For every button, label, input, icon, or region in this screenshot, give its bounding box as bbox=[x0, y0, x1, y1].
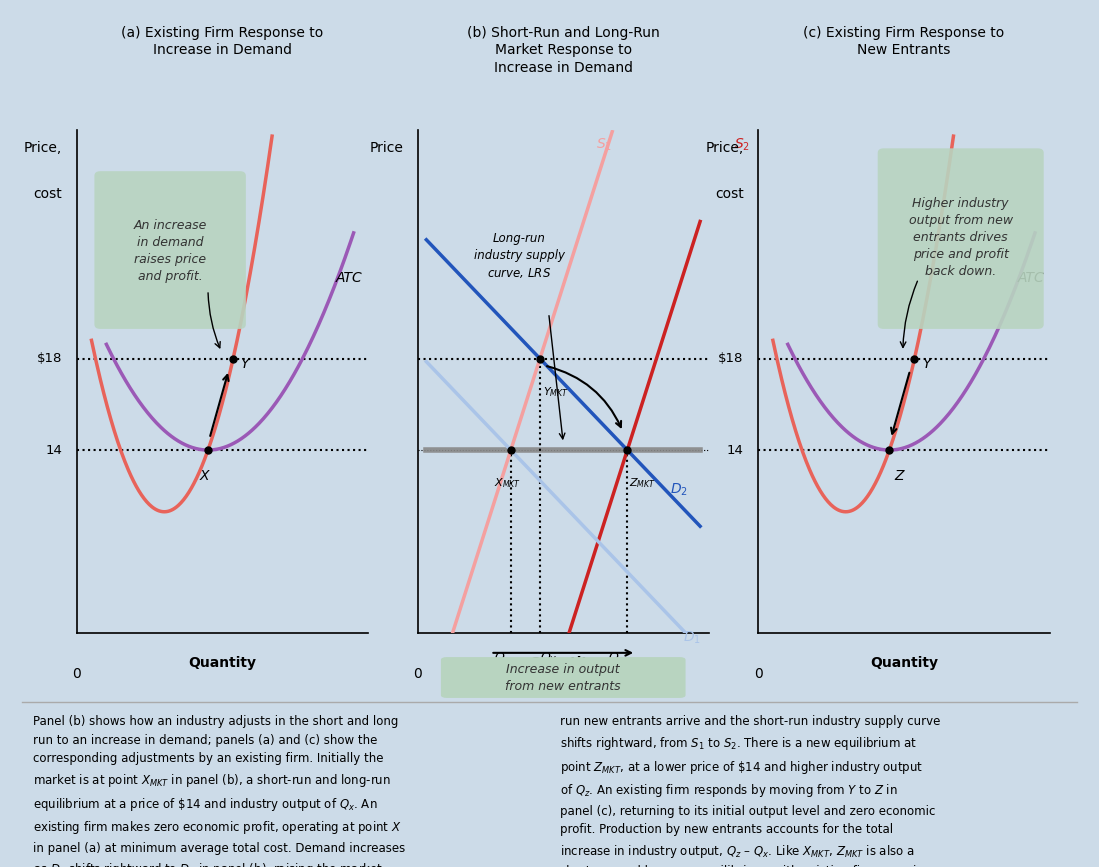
Text: 0: 0 bbox=[413, 668, 422, 681]
Text: $Y$: $Y$ bbox=[241, 356, 252, 371]
Text: Quantity: Quantity bbox=[530, 655, 597, 670]
Text: Higher industry
output from new
entrants drives
price and profit
back down.: Higher industry output from new entrants… bbox=[909, 197, 1013, 278]
FancyBboxPatch shape bbox=[95, 171, 246, 329]
Text: $Y_{MKT}$: $Y_{MKT}$ bbox=[543, 385, 568, 399]
Text: Price,: Price, bbox=[24, 141, 63, 155]
Text: (c) Existing Firm Response to
New Entrants: (c) Existing Firm Response to New Entran… bbox=[803, 26, 1004, 57]
Text: $Q_x$: $Q_x$ bbox=[493, 651, 511, 667]
Text: $S_1$: $S_1$ bbox=[596, 137, 612, 153]
Text: Panel (b) shows how an industry adjusts in the short and long
run to an increase: Panel (b) shows how an industry adjusts … bbox=[33, 715, 410, 867]
Text: $18: $18 bbox=[719, 352, 744, 365]
Text: $X$: $X$ bbox=[199, 469, 211, 483]
Text: $Q_z$: $Q_z$ bbox=[608, 651, 624, 667]
Text: 14: 14 bbox=[45, 444, 63, 457]
Text: $Y$: $Y$ bbox=[922, 356, 933, 371]
Text: Long-run
industry supply
curve, $LRS$: Long-run industry supply curve, $LRS$ bbox=[474, 231, 565, 280]
Text: (a) Existing Firm Response to
Increase in Demand: (a) Existing Firm Response to Increase i… bbox=[121, 26, 324, 57]
Text: $Z_{MKT}$: $Z_{MKT}$ bbox=[629, 477, 656, 491]
Text: $X_{MKT}$: $X_{MKT}$ bbox=[495, 477, 522, 491]
Text: Quantity: Quantity bbox=[189, 655, 256, 670]
Text: (b) Short-Run and Long-Run
Market Response to
Increase in Demand: (b) Short-Run and Long-Run Market Respon… bbox=[467, 26, 659, 75]
Text: cost: cost bbox=[34, 187, 63, 201]
Text: ATC: ATC bbox=[1018, 271, 1044, 285]
Text: 14: 14 bbox=[726, 444, 744, 457]
Text: $18: $18 bbox=[37, 352, 63, 365]
Text: $D_1$: $D_1$ bbox=[682, 630, 700, 647]
Text: Increase in output
from new entrants: Increase in output from new entrants bbox=[506, 662, 621, 693]
Text: Quantity: Quantity bbox=[870, 655, 937, 670]
FancyBboxPatch shape bbox=[441, 657, 686, 698]
Text: cost: cost bbox=[715, 187, 744, 201]
Text: $S_2$: $S_2$ bbox=[734, 137, 750, 153]
Text: 0: 0 bbox=[73, 668, 81, 681]
Text: Price,: Price, bbox=[706, 141, 744, 155]
FancyBboxPatch shape bbox=[878, 148, 1044, 329]
Text: Price: Price bbox=[369, 141, 403, 155]
Text: $D_2$: $D_2$ bbox=[669, 481, 688, 498]
Text: 0: 0 bbox=[754, 668, 763, 681]
Text: An increase
in demand
raises price
and profit.: An increase in demand raises price and p… bbox=[133, 219, 207, 284]
Text: run new entrants arrive and the short-run industry supply curve
shifts rightward: run new entrants arrive and the short-ru… bbox=[560, 715, 941, 867]
Text: $Z$: $Z$ bbox=[893, 469, 906, 483]
Text: ATC: ATC bbox=[336, 271, 363, 285]
Text: $Q_Y$: $Q_Y$ bbox=[540, 651, 557, 667]
